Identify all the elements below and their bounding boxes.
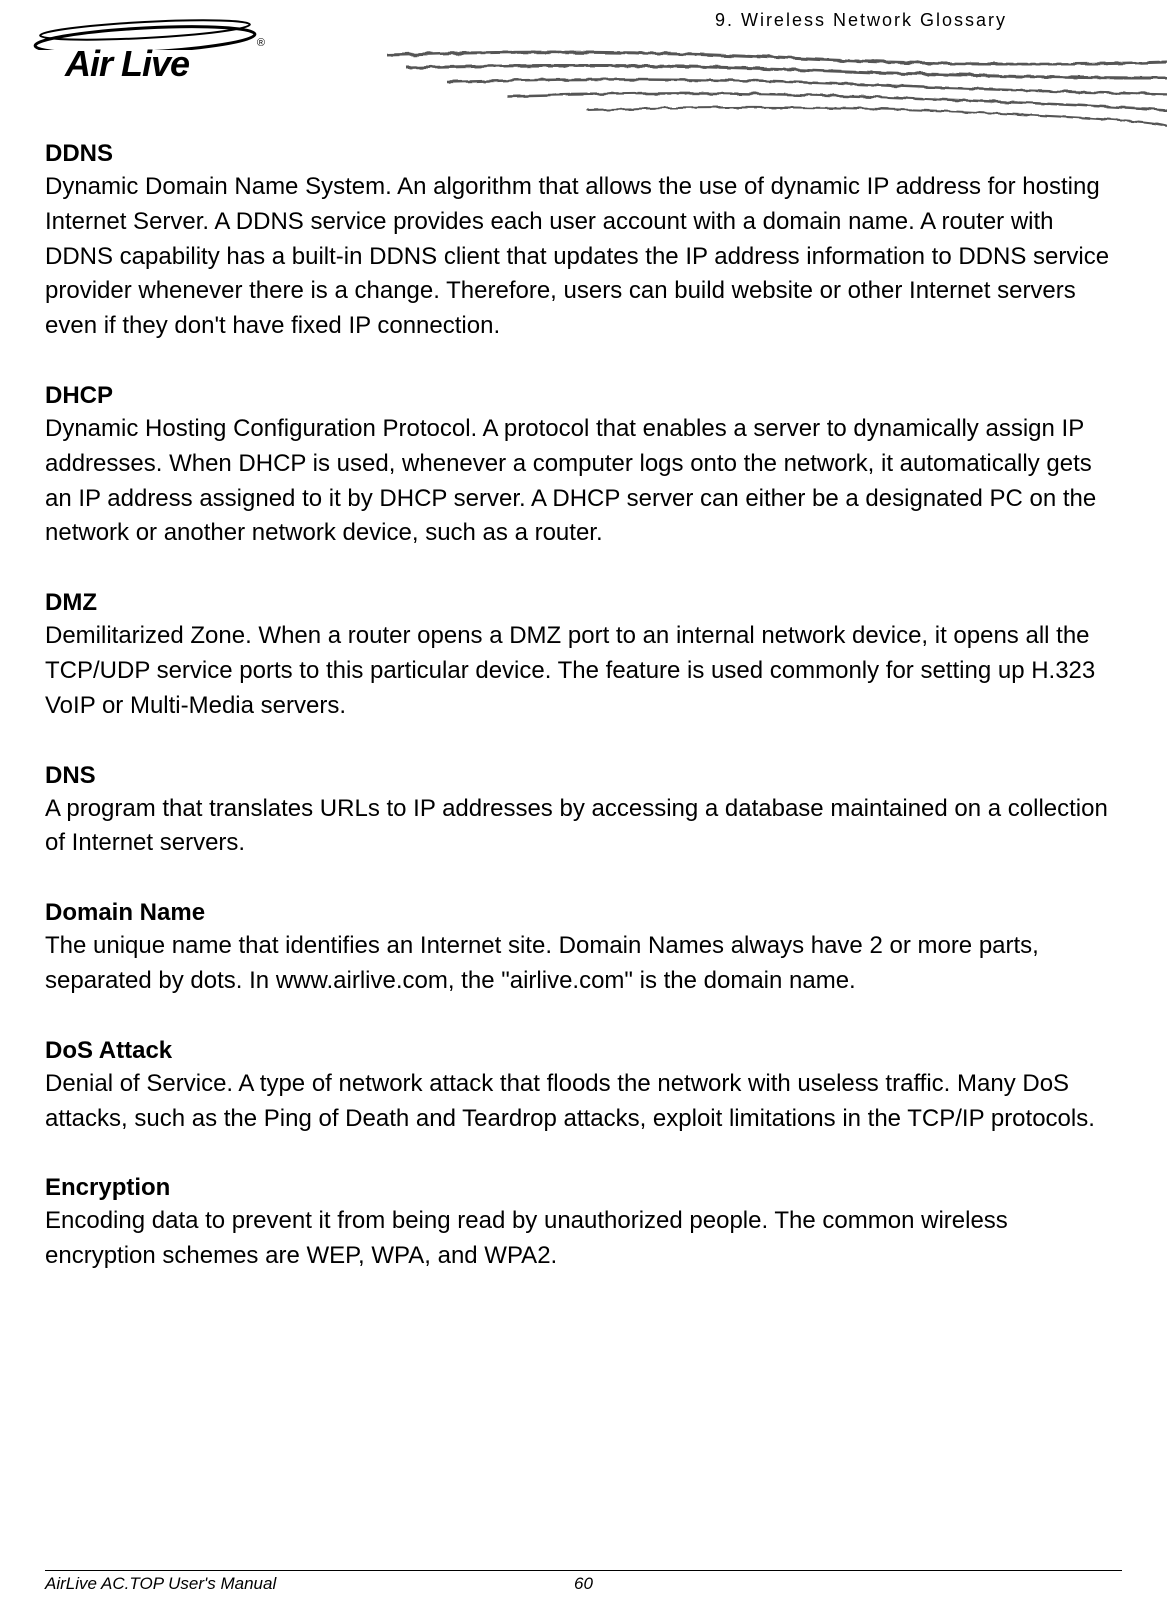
glossary-term: DHCP	[45, 382, 1122, 410]
logo-registered: ®	[257, 37, 265, 49]
page-footer: AirLive AC.TOP User's Manual 60	[0, 1570, 1167, 1594]
glossary-entry: Domain Name The unique name that identif…	[45, 899, 1122, 999]
glossary-entry: DHCP Dynamic Hosting Configuration Proto…	[45, 382, 1122, 551]
glossary-definition: Encoding data to prevent it from being r…	[45, 1204, 1122, 1274]
footer-divider	[45, 1570, 1122, 1571]
glossary-term: DoS Attack	[45, 1037, 1122, 1065]
glossary-definition: A program that translates URLs to IP add…	[45, 792, 1122, 862]
page-number: 60	[574, 1574, 593, 1594]
glossary-entry: DoS Attack Denial of Service. A type of …	[45, 1037, 1122, 1137]
glossary-definition: Dynamic Hosting Configuration Protocol. …	[45, 412, 1122, 551]
glossary-entry: Encryption Encoding data to prevent it f…	[45, 1174, 1122, 1274]
content-area: DDNS Dynamic Domain Name System. An algo…	[0, 140, 1167, 1274]
glossary-term: DDNS	[45, 140, 1122, 168]
glossary-entry: DMZ Demilitarized Zone. When a router op…	[45, 589, 1122, 723]
footer-content: AirLive AC.TOP User's Manual 60	[45, 1574, 1122, 1594]
chapter-title: 9. Wireless Network Glossary	[715, 10, 1007, 31]
header-divider-icon	[387, 40, 1167, 140]
glossary-definition: The unique name that identifies an Inter…	[45, 929, 1122, 999]
page-header: 9. Wireless Network Glossary Air Live ®	[0, 0, 1167, 140]
logo-text: Air Live	[65, 43, 189, 85]
logo-container: Air Live ®	[30, 15, 260, 90]
glossary-definition: Demilitarized Zone. When a router opens …	[45, 619, 1122, 723]
glossary-entry: DNS A program that translates URLs to IP…	[45, 762, 1122, 862]
glossary-term: Encryption	[45, 1174, 1122, 1202]
glossary-definition: Dynamic Domain Name System. An algorithm…	[45, 170, 1122, 344]
manual-title: AirLive AC.TOP User's Manual	[45, 1574, 276, 1594]
glossary-entry: DDNS Dynamic Domain Name System. An algo…	[45, 140, 1122, 344]
glossary-definition: Denial of Service. A type of network att…	[45, 1067, 1122, 1137]
glossary-term: DNS	[45, 762, 1122, 790]
glossary-term: Domain Name	[45, 899, 1122, 927]
glossary-term: DMZ	[45, 589, 1122, 617]
